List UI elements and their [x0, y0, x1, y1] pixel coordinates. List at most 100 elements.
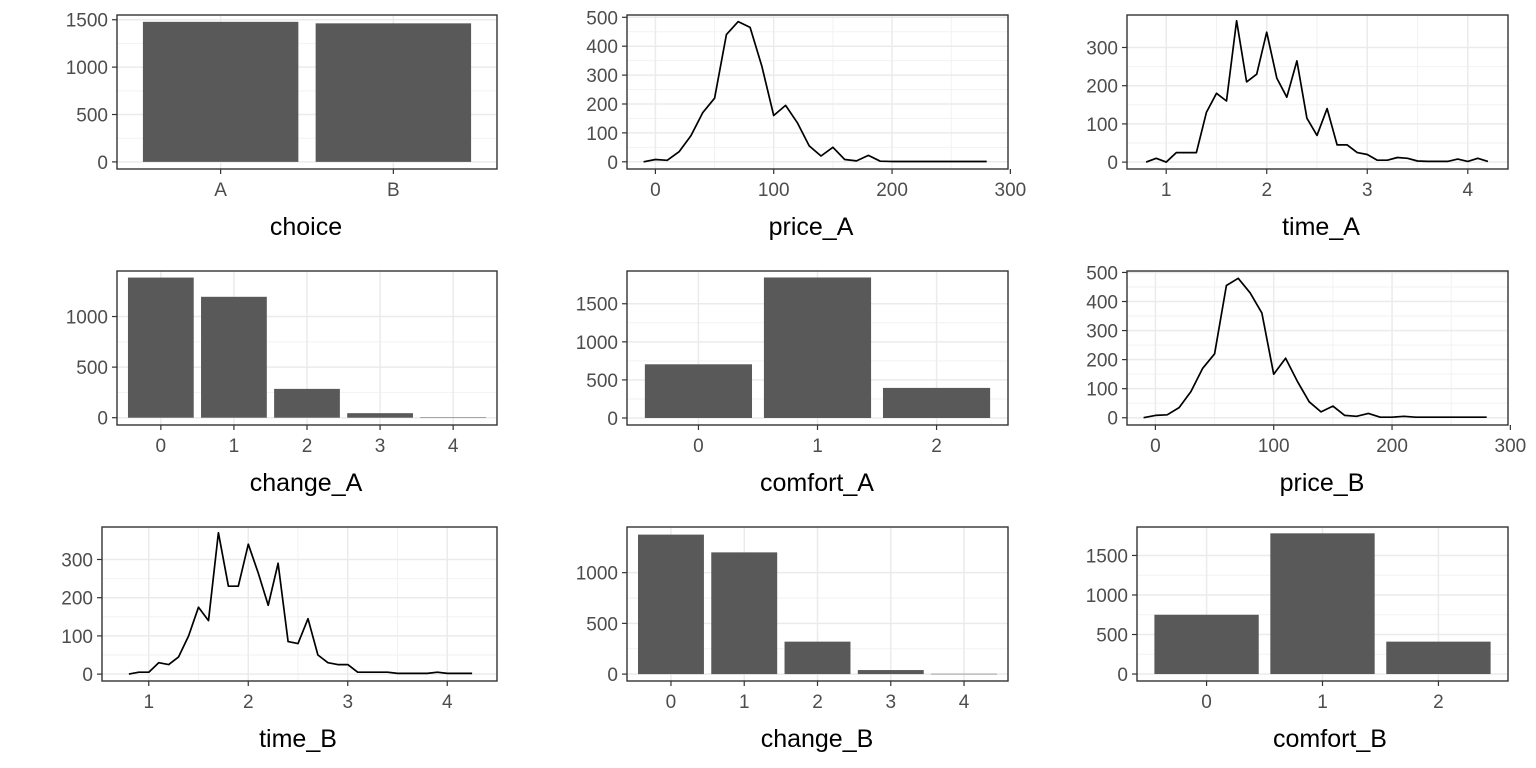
- panel-comfort-b: comfort_B 0 500 1000 1500 0 1 2: [1086, 526, 1509, 753]
- x-tick-label: 300: [1495, 436, 1527, 457]
- x-tick-label: 0: [693, 436, 704, 457]
- x-tick-label: 0: [156, 436, 167, 457]
- bar-comfort-a-1: [763, 277, 872, 418]
- y-tick-label: 500: [76, 358, 108, 379]
- x-tick-label: 1: [143, 692, 154, 713]
- series-line-time-b: [128, 531, 473, 675]
- bar-comfort-b-1: [1270, 533, 1375, 675]
- panel-time-b: time_B 0 100 200 300 1 2 3 4: [61, 526, 498, 753]
- x-tick-label: 4: [442, 692, 453, 713]
- bar-change-b-4: [931, 673, 998, 675]
- x-tick-label: 100: [1258, 436, 1290, 457]
- y-tick-label: 300: [1086, 38, 1118, 59]
- x-tick-label: 200: [876, 180, 908, 201]
- y-tick-label: 500: [586, 614, 618, 635]
- y-tick-label: 300: [586, 66, 618, 87]
- y-tick-label: 1000: [1086, 586, 1128, 607]
- y-tick-label: 1500: [66, 11, 108, 32]
- y-tick-label: 200: [1086, 77, 1118, 98]
- y-tick-label: 100: [586, 124, 618, 145]
- x-tick-label: 2: [1261, 180, 1272, 201]
- y-tick-label: 0: [1117, 665, 1128, 686]
- y-tick-label: 1500: [1086, 546, 1128, 567]
- x-tick-label: 3: [1362, 180, 1373, 201]
- y-tick-label: 500: [1096, 626, 1128, 647]
- panel-comfort-a: comfort_A 0 500 1000 1500 0 1 2: [576, 270, 1009, 497]
- y-tick-label: 0: [607, 409, 618, 430]
- panel-plot-area: [1137, 527, 1508, 681]
- y-tick-label: 200: [586, 95, 618, 116]
- y-tick-label: 0: [1107, 153, 1118, 174]
- bar-comfort-a-2: [882, 387, 991, 418]
- bar-comfort-a-0: [644, 364, 753, 418]
- x-tick-label: 0: [650, 180, 661, 201]
- x-tick-label: 2: [931, 436, 942, 457]
- y-tick-label: 300: [1086, 322, 1118, 343]
- axis-title-price-b: price_B: [1280, 469, 1365, 497]
- x-tick-label: 2: [302, 436, 313, 457]
- x-tick-label: 200: [1376, 436, 1408, 457]
- x-tick-label: 1: [229, 436, 240, 457]
- y-tick-label: 100: [61, 627, 93, 648]
- x-tick-label: B: [387, 180, 400, 201]
- y-tick-label: 500: [586, 8, 618, 29]
- y-tick-label: 0: [82, 665, 93, 686]
- panel-border-time-a: [1126, 14, 1509, 170]
- x-tick-label: 0: [666, 692, 677, 713]
- y-tick-label: 500: [586, 371, 618, 392]
- x-tick-label: A: [214, 180, 227, 201]
- y-tick-label: 1500: [576, 295, 618, 316]
- bar-change-b-0: [637, 534, 704, 675]
- y-tick-label: 0: [607, 153, 618, 174]
- bar-choice-B: [315, 23, 472, 162]
- x-tick-label: 2: [243, 692, 254, 713]
- y-tick-label: 1000: [576, 333, 618, 354]
- x-tick-label: 0: [1150, 436, 1161, 457]
- axis-title-price-a: price_A: [769, 213, 854, 241]
- panel-plot-area: [102, 527, 497, 681]
- panel-plot-area: [1127, 271, 1508, 425]
- x-tick-label: 3: [342, 692, 353, 713]
- bar-comfort-b-0: [1154, 614, 1259, 675]
- panel-border-price-a: [626, 14, 1009, 170]
- x-tick-label: 3: [375, 436, 386, 457]
- y-tick-label: 0: [97, 409, 108, 430]
- axis-title-comfort-b: comfort_B: [1273, 725, 1387, 753]
- axis-title-choice: choice: [270, 213, 342, 241]
- bar-comfort-b-2: [1386, 641, 1491, 675]
- panel-plot-area: [627, 271, 1008, 425]
- bar-change-b-1: [711, 552, 778, 675]
- panel-plot-area: [627, 15, 1008, 169]
- x-tick-label: 1: [812, 436, 823, 457]
- y-tick-label: 400: [1086, 293, 1118, 314]
- panel-border-choice: [116, 14, 498, 170]
- panel-price-a: price_A 0 100 200 300 400 500 0 100 200 300: [586, 8, 1026, 241]
- x-tick-label: 100: [758, 180, 790, 201]
- y-tick-label: 400: [586, 37, 618, 58]
- y-tick-label: 200: [61, 589, 93, 610]
- axis-title-comfort-a: comfort_A: [760, 469, 874, 497]
- axis-title-time-b: time_B: [259, 725, 337, 753]
- bar-change-a-3: [347, 413, 413, 418]
- panel-plot-area: [117, 271, 497, 425]
- y-tick-label: 200: [1086, 351, 1118, 372]
- bar-change-a-1: [201, 296, 267, 418]
- y-tick-label: 0: [1107, 409, 1118, 430]
- x-tick-label: 1: [1161, 180, 1172, 201]
- y-tick-label: 1000: [66, 308, 108, 329]
- panel-plot-area: [117, 15, 497, 169]
- y-tick-label: 0: [607, 665, 618, 686]
- panel-plot-area: [627, 527, 1008, 681]
- panel-choice: choice 0 500 1000 1500 A B: [66, 11, 498, 241]
- x-tick-label: 0: [1201, 692, 1212, 713]
- axis-title-time-a: time_A: [1282, 213, 1360, 241]
- panel-border-price-b: [1126, 270, 1509, 426]
- x-tick-label: 4: [959, 692, 970, 713]
- panel-change-b: change_B 0 500 1000 0 1 2 3 4: [576, 526, 1009, 753]
- y-tick-label: 0: [97, 153, 108, 174]
- x-tick-label: 300: [995, 180, 1027, 201]
- x-tick-label: 3: [885, 692, 896, 713]
- x-tick-label: 2: [812, 692, 823, 713]
- y-tick-label: 1000: [66, 58, 108, 79]
